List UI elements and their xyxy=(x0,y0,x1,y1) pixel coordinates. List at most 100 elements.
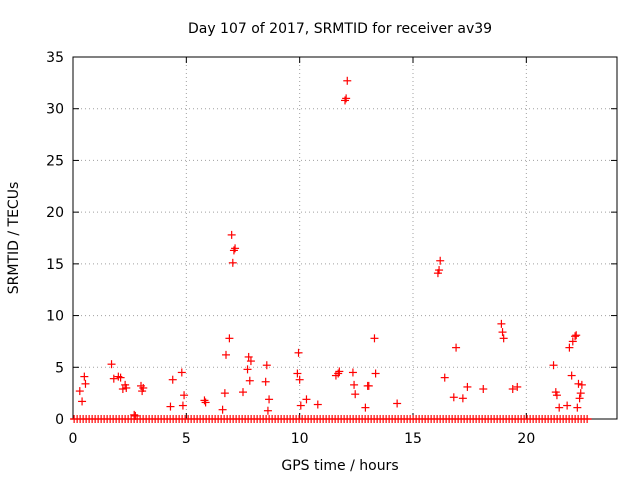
data-point xyxy=(440,373,449,382)
data-point xyxy=(576,389,585,398)
x-tick-label: 0 xyxy=(69,431,78,447)
data-point xyxy=(341,96,349,105)
y-tick-label: 5 xyxy=(55,360,64,376)
baseline-band xyxy=(70,415,592,423)
data-point xyxy=(78,397,87,406)
data-point xyxy=(180,391,189,400)
data-point xyxy=(343,76,352,85)
data-point xyxy=(364,381,373,390)
y-tick-label: 25 xyxy=(46,153,64,169)
y-tick-label: 20 xyxy=(46,205,64,221)
data-point xyxy=(577,380,586,389)
data-point xyxy=(568,337,577,346)
data-point xyxy=(436,256,445,265)
data-point xyxy=(261,377,270,386)
data-point xyxy=(574,379,583,388)
data-point xyxy=(118,385,127,394)
x-tick-labels: 0 5 10 15 20 xyxy=(69,431,536,447)
data-point xyxy=(313,400,322,409)
data-point xyxy=(263,406,272,415)
data-point xyxy=(361,403,370,412)
data-point xyxy=(166,402,175,411)
x-tick-label: 20 xyxy=(517,431,535,447)
data-point xyxy=(228,258,237,267)
data-point xyxy=(563,401,572,410)
plot-frame xyxy=(72,56,618,420)
data-point xyxy=(229,246,238,255)
data-point xyxy=(458,394,467,403)
y-axis-label: SRMTID / TECUs xyxy=(6,182,22,295)
data-point xyxy=(572,331,581,340)
data-point xyxy=(449,393,458,402)
data-point xyxy=(342,94,351,103)
data-point xyxy=(575,394,584,403)
data-point xyxy=(244,352,253,361)
x-tick-label: 15 xyxy=(404,431,422,447)
data-point xyxy=(109,374,118,383)
data-point xyxy=(116,373,125,382)
data-point xyxy=(245,376,254,385)
x-axis-label: GPS time / hours xyxy=(281,458,398,474)
data-points xyxy=(70,76,592,423)
data-point xyxy=(222,350,230,359)
data-point xyxy=(131,411,140,420)
data-point xyxy=(201,398,210,407)
data-point xyxy=(335,367,344,376)
data-point xyxy=(239,388,247,397)
y-tick-label: 35 xyxy=(46,50,64,66)
data-point xyxy=(75,387,84,396)
x-tick-label: 5 xyxy=(182,431,191,447)
data-point xyxy=(81,379,90,388)
data-point xyxy=(178,401,187,410)
data-point xyxy=(508,385,517,394)
data-point xyxy=(200,396,209,405)
data-point xyxy=(573,403,582,412)
data-point xyxy=(393,399,402,408)
data-point xyxy=(567,371,576,380)
data-point xyxy=(243,365,252,374)
data-point xyxy=(463,382,472,391)
data-point xyxy=(177,368,186,377)
data-point xyxy=(370,334,379,343)
y-tick-label: 30 xyxy=(46,102,64,118)
data-point xyxy=(107,360,116,369)
data-point xyxy=(122,383,131,392)
data-point xyxy=(555,403,564,412)
data-point xyxy=(80,372,89,381)
data-point xyxy=(293,369,302,378)
y-tick-label: 15 xyxy=(46,257,64,273)
data-point xyxy=(225,334,234,343)
data-point xyxy=(552,391,561,400)
data-point xyxy=(571,332,580,341)
y-tick-label: 0 xyxy=(55,412,64,428)
data-point xyxy=(498,328,507,337)
data-point xyxy=(296,401,305,410)
data-point xyxy=(371,369,380,378)
data-point xyxy=(452,343,461,352)
data-point xyxy=(295,375,304,384)
data-point xyxy=(302,395,311,404)
data-point xyxy=(130,410,139,419)
data-point xyxy=(265,395,274,404)
data-point xyxy=(262,361,271,370)
data-point xyxy=(351,390,360,399)
data-point xyxy=(479,385,488,394)
data-point xyxy=(139,383,148,392)
data-point xyxy=(246,357,255,366)
data-point xyxy=(168,375,177,384)
data-point xyxy=(513,382,522,391)
x-tick-label: 10 xyxy=(291,431,309,447)
data-point xyxy=(348,368,357,377)
y-tick-label: 10 xyxy=(46,309,64,325)
grid xyxy=(73,57,617,419)
data-point xyxy=(435,266,444,275)
axis-ticks xyxy=(72,56,617,420)
data-point xyxy=(231,244,240,253)
data-point xyxy=(499,334,508,343)
y-tick-labels: 0 5 10 15 20 25 30 35 xyxy=(46,50,64,428)
data-point xyxy=(497,319,506,328)
data-point xyxy=(218,405,227,414)
data-point xyxy=(227,230,236,239)
data-point xyxy=(350,380,359,389)
